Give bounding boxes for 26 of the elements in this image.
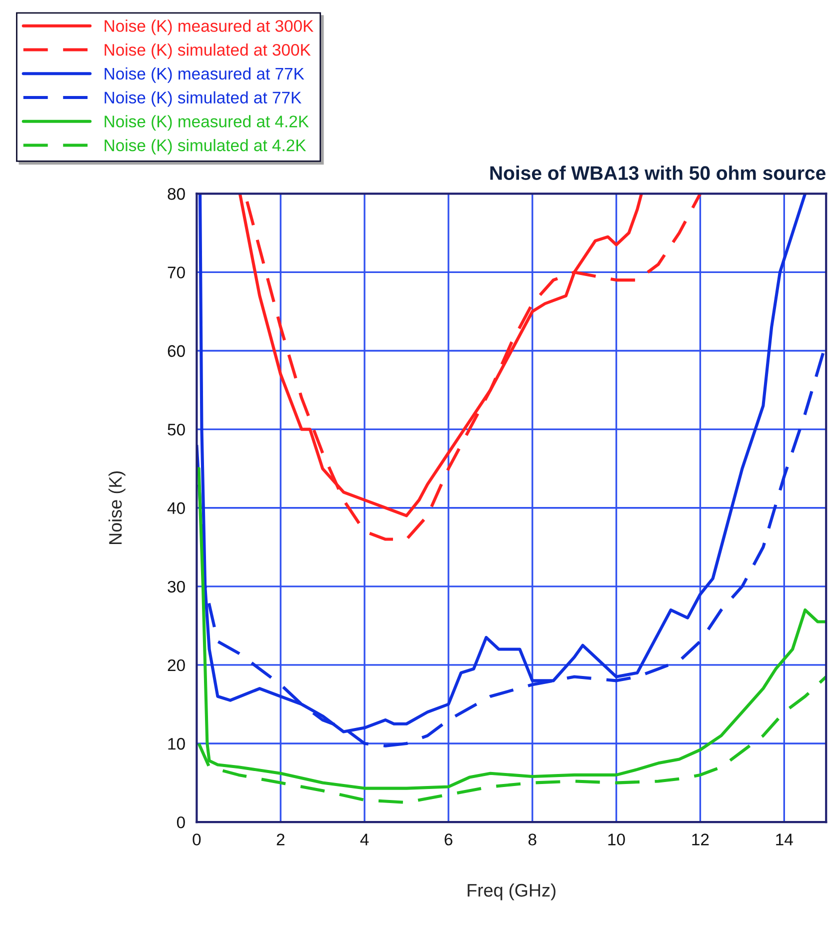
y-tick-label: 60	[168, 345, 185, 357]
x-tick-label: 12	[692, 834, 709, 846]
y-axis-title: Noise (K)	[108, 471, 126, 544]
chart-title: Noise of WBA13 with 50 ohm source	[490, 166, 826, 180]
x-tick-label: 0	[192, 834, 201, 846]
x-tick-label: 6	[444, 834, 452, 846]
legend-label: Noise (K) simulated at 77K	[104, 91, 302, 107]
x-tick-label: 4	[360, 834, 369, 846]
legend-label: Noise (K) simulated at 4.2K	[104, 139, 306, 155]
y-tick-label: 80	[168, 188, 185, 200]
x-tick-label: 10	[608, 834, 625, 846]
y-tick-label: 70	[168, 266, 185, 278]
y-tick-label: 10	[168, 738, 185, 750]
y-tick-label: 20	[168, 659, 185, 672]
legend-label: Noise (K) measured at 300K	[104, 20, 314, 36]
y-tick-label: 30	[168, 580, 185, 593]
y-tick-label: 50	[168, 424, 185, 436]
x-tick-label: 14	[776, 834, 793, 846]
legend-label: Noise (K) simulated at 300K	[104, 44, 311, 60]
y-tick-label: 0	[176, 816, 185, 828]
x-tick-label: 8	[528, 834, 536, 846]
x-tick-label: 2	[276, 834, 284, 846]
x-axis-title: Freq (GHz)	[468, 883, 556, 900]
legend-label: Noise (K) measured at 4.2K	[104, 115, 309, 131]
y-tick-label: 40	[167, 502, 185, 514]
legend-label: Noise (K) measured at 77K	[104, 67, 304, 83]
